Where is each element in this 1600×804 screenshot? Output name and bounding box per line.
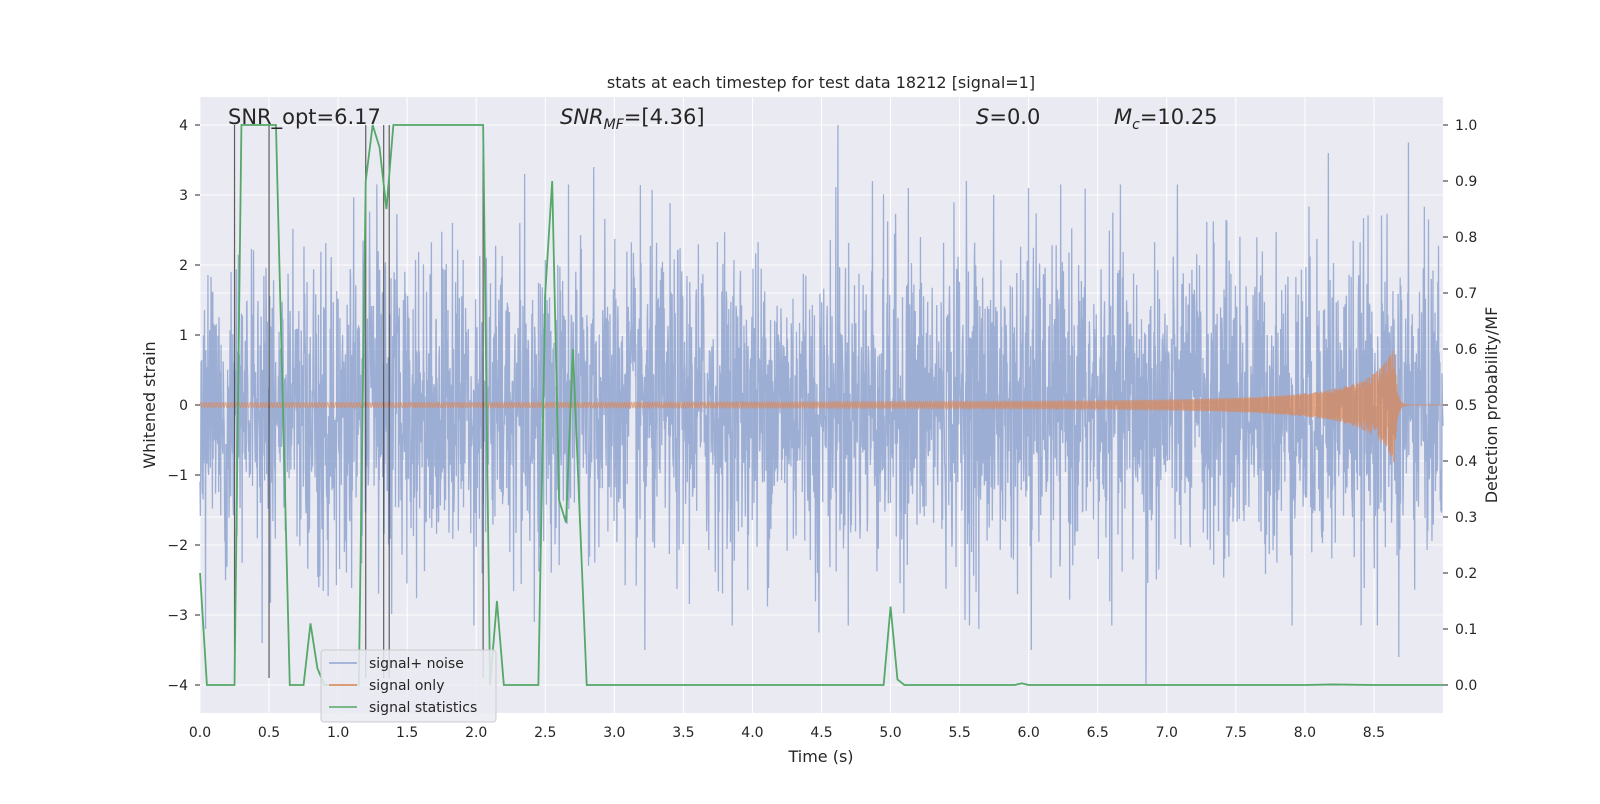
y-tick-label: −3	[167, 608, 188, 624]
s-label: S	[976, 105, 989, 129]
y2-tick-label: 0.5	[1455, 398, 1477, 414]
y-tick-label: 0	[179, 398, 188, 414]
noise-line	[199, 124, 1444, 686]
s-value: =0.0	[989, 105, 1040, 129]
x-tick-label: 1.5	[396, 725, 418, 741]
signal-line	[199, 350, 1443, 463]
y2-tick-label: 0.9	[1455, 174, 1477, 190]
x-tick-label: 5.5	[948, 725, 970, 741]
y2-tick-label: 0.7	[1455, 286, 1477, 302]
x-tick-label: 4.0	[741, 725, 763, 741]
legend-box	[320, 649, 497, 723]
axis-ticks: 0.0 0.5 1.0 1.5 2.0 2.5 3.0 3.5 4.0 4.5 5.0 5.5 6.0 6…	[167, 118, 1477, 741]
annotation-s: S=0.0	[976, 105, 1040, 129]
series-signal-plus-noise	[199, 124, 1444, 686]
y-tick-label: 1	[179, 328, 188, 344]
annotation-snr-mf: SNRMF=[4.36]	[560, 105, 705, 133]
annotation-mc: Mc=10.25	[1114, 105, 1218, 133]
x-tick-label: 7.5	[1225, 725, 1247, 741]
y2-tick-label: 0.2	[1455, 566, 1477, 582]
y-tick-label: 3	[179, 188, 188, 204]
mc-sub: c	[1132, 117, 1140, 133]
y-tick-label: −2	[167, 538, 188, 554]
y-tick-label: 4	[179, 118, 188, 134]
y2-tick-label: 0.8	[1455, 230, 1477, 246]
series-signal-only	[199, 350, 1443, 463]
y2-tick-label: 0.6	[1455, 342, 1477, 358]
x-tick-label: 2.0	[465, 725, 487, 741]
x-tick-label: 6.0	[1018, 725, 1040, 741]
x-tick-label: 6.5	[1087, 725, 1109, 741]
y-tick-label: −1	[167, 468, 188, 484]
x-tick-label: 0.0	[189, 725, 211, 741]
y-tick-label: −4	[167, 678, 188, 694]
x-tick-label: 3.5	[672, 725, 694, 741]
annotation-snr-opt: SNR_opt=6.17	[228, 105, 381, 130]
x-tick-label: 8.5	[1363, 725, 1385, 741]
x-tick-label: 3.0	[603, 725, 625, 741]
y2-tick-label: 0.3	[1455, 510, 1477, 526]
legend-label-stats: signal statistics	[369, 700, 477, 716]
y2-tick-label: 0.1	[1455, 622, 1477, 638]
x-axis-label: Time (s)	[787, 747, 853, 766]
y2-axis-label: Detection probability/MF	[1482, 307, 1501, 504]
x-tick-label: 2.5	[534, 725, 556, 741]
legend-label-noise: signal+ noise	[369, 656, 464, 672]
x-tick-label: 4.5	[810, 725, 832, 741]
x-tick-label: 5.0	[879, 725, 901, 741]
snr-mf-base: SNR	[560, 105, 604, 129]
chart-title: stats at each timestep for test data 182…	[607, 73, 1035, 92]
y-tick-label: 2	[179, 258, 188, 274]
signal-statistics-line	[199, 124, 1443, 686]
series-signal-statistics	[199, 124, 1443, 686]
y2-tick-label: 0.4	[1455, 454, 1477, 470]
legend: signal+ noise signal only signal statist…	[320, 649, 497, 723]
x-tick-label: 1.0	[327, 725, 349, 741]
y2-tick-label: 0.0	[1455, 678, 1477, 694]
mc-base: M	[1114, 105, 1132, 129]
detection-markers	[233, 125, 484, 678]
x-tick-label: 7.0	[1156, 725, 1178, 741]
y2-tick-label: 1.0	[1455, 118, 1477, 134]
mc-value: =10.25	[1140, 105, 1218, 129]
snr-mf-value: =[4.36]	[624, 105, 705, 129]
snr-mf-sub: MF	[604, 117, 625, 133]
x-tick-label: 0.5	[258, 725, 280, 741]
legend-label-signal: signal only	[369, 678, 444, 694]
x-tick-label: 8.0	[1294, 725, 1316, 741]
y-axis-label: Whitened strain	[140, 341, 159, 468]
